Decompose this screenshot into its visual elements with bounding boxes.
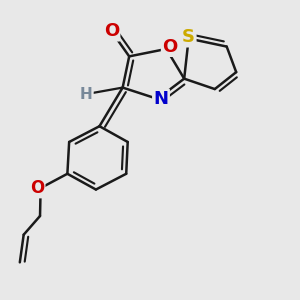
Text: H: H (80, 87, 92, 102)
Text: O: O (104, 22, 119, 40)
Text: O: O (30, 179, 44, 197)
Text: S: S (182, 28, 195, 46)
Text: N: N (154, 90, 169, 108)
Text: O: O (162, 38, 178, 56)
